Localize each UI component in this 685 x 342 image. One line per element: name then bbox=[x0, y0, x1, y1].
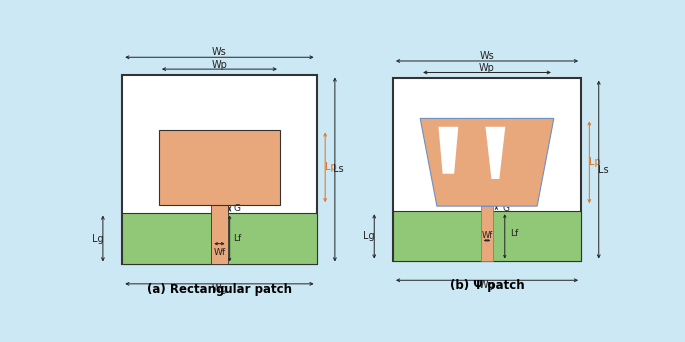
Bar bbox=[123, 213, 316, 264]
Polygon shape bbox=[486, 127, 506, 179]
Text: Wp: Wp bbox=[479, 63, 495, 73]
Text: Wg: Wg bbox=[479, 280, 495, 290]
Text: Ls: Ls bbox=[333, 165, 343, 174]
Text: Lf: Lf bbox=[510, 229, 519, 238]
Text: W4: W4 bbox=[453, 185, 466, 194]
Text: Ls: Ls bbox=[597, 165, 608, 174]
Bar bbox=[212, 205, 227, 264]
Text: Wf: Wf bbox=[482, 231, 493, 240]
Text: Lg: Lg bbox=[363, 232, 375, 241]
Bar bbox=[123, 75, 316, 264]
Text: Wg: Wg bbox=[212, 284, 227, 294]
Text: W1: W1 bbox=[434, 121, 448, 130]
Text: W3: W3 bbox=[462, 123, 475, 133]
Text: (b) Ψ patch: (b) Ψ patch bbox=[450, 279, 524, 292]
Polygon shape bbox=[420, 118, 554, 206]
Text: Ws: Ws bbox=[212, 47, 227, 57]
Text: Wp: Wp bbox=[212, 60, 227, 70]
Text: Wf: Wf bbox=[213, 248, 225, 257]
Bar bbox=[393, 211, 581, 262]
Text: Lp: Lp bbox=[325, 162, 336, 172]
Text: Lg: Lg bbox=[92, 234, 103, 244]
Text: G: G bbox=[503, 204, 510, 213]
Text: Lp: Lp bbox=[588, 157, 601, 167]
Bar bbox=[159, 130, 280, 205]
Text: G: G bbox=[234, 205, 240, 213]
Text: W5: W5 bbox=[488, 167, 502, 176]
Polygon shape bbox=[438, 127, 458, 174]
Text: Lf: Lf bbox=[233, 234, 241, 243]
Text: Ws: Ws bbox=[479, 51, 495, 61]
Bar bbox=[393, 78, 581, 262]
Text: (a) Rectangular patch: (a) Rectangular patch bbox=[147, 283, 292, 296]
Text: W2: W2 bbox=[508, 129, 521, 138]
Bar bbox=[481, 206, 493, 262]
Text: Lt: Lt bbox=[509, 188, 516, 197]
